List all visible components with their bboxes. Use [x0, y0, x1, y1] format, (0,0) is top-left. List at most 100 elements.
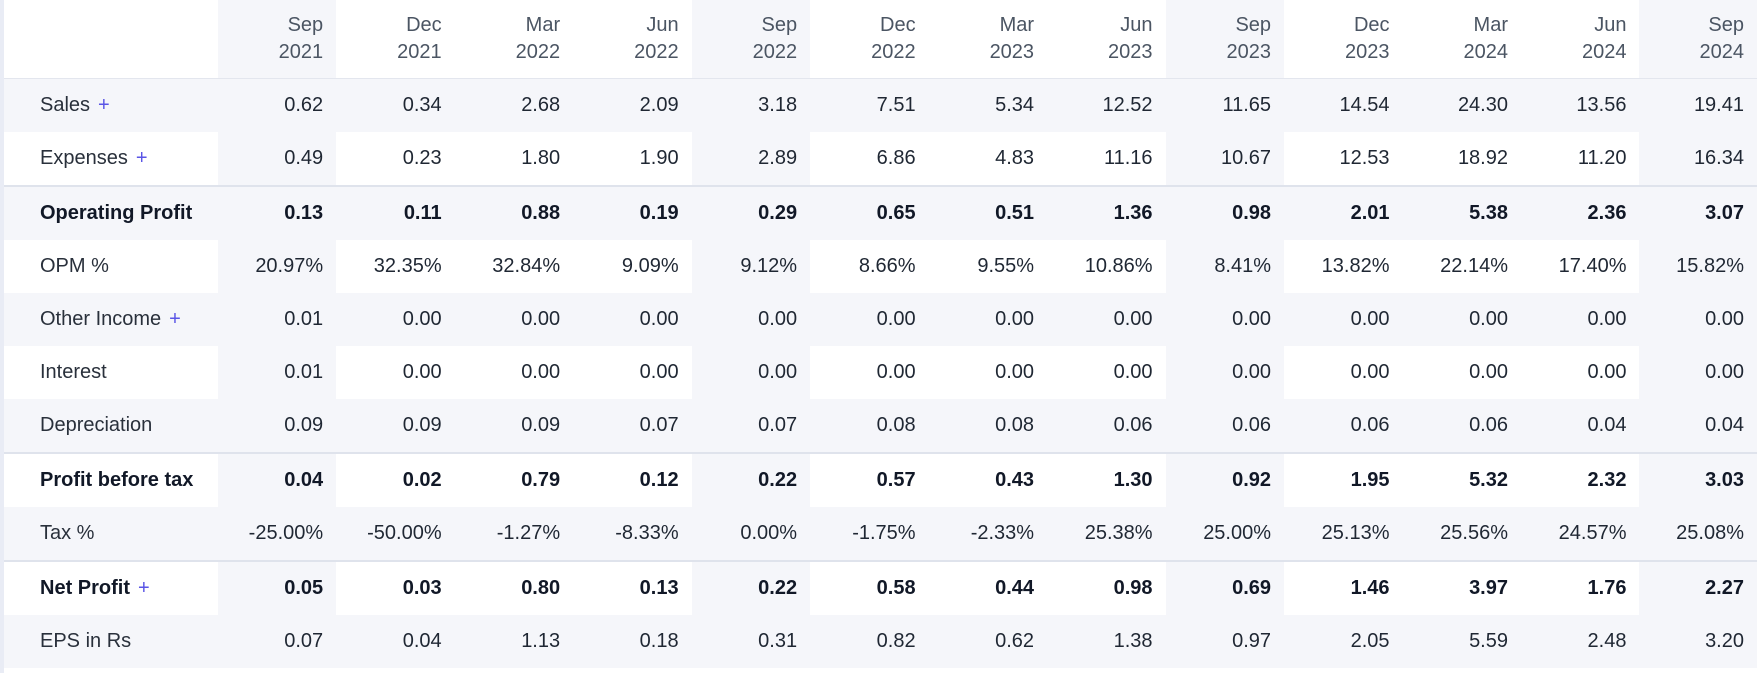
value-cell: 25.13%: [1284, 507, 1403, 561]
value-cell: 5.34: [928, 78, 1048, 132]
value-cell: 11.65: [1165, 78, 1285, 132]
value-cell: 3.18: [691, 78, 811, 132]
expand-plus-icon[interactable]: +: [138, 577, 150, 599]
row-label: EPS in Rs: [40, 630, 132, 652]
value-cell: 1.76: [1521, 560, 1640, 615]
value-cell: 0.69: [1165, 560, 1285, 615]
value-cell: 18.92: [1402, 132, 1521, 186]
value-cell: 0.04: [1639, 399, 1757, 453]
value-cell: 16.34: [1639, 132, 1757, 186]
value-cell: 12.52: [1047, 78, 1166, 132]
value-cell: 0.13: [573, 560, 692, 615]
value-cell: 0.00: [336, 293, 455, 346]
value-cell: 13.56: [1521, 78, 1640, 132]
row-label: OPM %: [40, 255, 109, 277]
value-cell: 0.06: [1402, 399, 1521, 453]
period-header: Dec 2021: [336, 0, 455, 79]
value-cell: 0.00: [1402, 293, 1521, 346]
row-label-cell: Operating Profit: [4, 185, 218, 240]
period-year: 2023: [1108, 41, 1153, 63]
value-cell: 14.54: [1284, 78, 1403, 132]
value-cell: 0.07: [691, 399, 811, 453]
value-cell: 0.00: [1284, 293, 1403, 346]
value-cell: 9.12%: [691, 240, 811, 293]
period-month: Dec: [1353, 14, 1390, 36]
value-cell: 25.00%: [1165, 507, 1285, 561]
period-header: Sep 2022: [691, 0, 811, 79]
expand-plus-icon[interactable]: +: [169, 308, 181, 330]
value-cell: -25.00%: [217, 507, 337, 561]
expand-plus-icon[interactable]: +: [135, 147, 148, 169]
value-cell: 25.08%: [1639, 507, 1757, 561]
value-cell: 0.06: [1047, 399, 1166, 453]
period-header: Sep 2023: [1165, 0, 1285, 79]
value-cell: 0.22: [691, 452, 811, 507]
period-year: 2024: [1463, 41, 1509, 63]
table-row: Expenses +0.49 0.23 1.80 1.90 2.89 6.86 4.83 11.…: [4, 132, 1757, 186]
value-cell: 0.00: [573, 346, 692, 399]
value-cell: 1.13: [454, 615, 574, 668]
value-cell: 0.00: [573, 293, 692, 346]
value-cell: 5.59: [1402, 615, 1521, 668]
period-month: Sep: [287, 14, 324, 36]
row-label-cell[interactable]: Expenses +: [4, 132, 218, 186]
table-row: OPM % 20.97% 32.35% 32.84% 9.09% 9.12% 8.66% 9.…: [4, 240, 1757, 293]
value-cell: -2.33%: [928, 507, 1048, 561]
value-cell: 25.56%: [1402, 507, 1521, 561]
row-label: Other Income: [40, 308, 162, 330]
value-cell: 7.51: [810, 78, 929, 132]
value-cell: 0.09: [336, 399, 455, 453]
value-cell: 0.09: [454, 399, 574, 453]
value-cell: 2.27: [1639, 560, 1757, 615]
value-cell: 1.46: [1284, 560, 1403, 615]
period-header: Dec 2022: [810, 0, 929, 79]
value-cell: 5.32: [1402, 452, 1521, 507]
value-cell: 32.84%: [454, 240, 574, 293]
period-header: Sep 2021: [217, 0, 337, 79]
value-cell: 0.00: [928, 293, 1048, 346]
value-cell: 0.11: [336, 185, 455, 240]
row-label-cell: Tax %: [4, 507, 218, 561]
value-cell: 0.62: [217, 78, 337, 132]
row-label-cell[interactable]: Other Income +: [4, 293, 218, 346]
value-cell: 0.00: [454, 346, 574, 399]
value-cell: 2.05: [1284, 615, 1403, 668]
period-header-row: Sep 2021 Dec 2021 Mar 2022 Jun 2022 Sep 2022 Dec 20…: [4, 0, 1757, 79]
period-month: Sep: [1708, 14, 1744, 36]
value-cell: 0.22: [691, 560, 811, 615]
value-cell: 0.65: [810, 185, 929, 240]
value-cell: 0.18: [573, 615, 692, 668]
table-row: Other Income +0.01 0.00 0.00 0.00 0.00 0.00 0.0…: [4, 293, 1757, 346]
value-cell: 0.44: [928, 560, 1048, 615]
value-cell: 11.20: [1521, 132, 1640, 186]
value-cell: 2.68: [454, 78, 574, 132]
value-cell: 0.88: [454, 185, 574, 240]
value-cell: 3.07: [1639, 185, 1757, 240]
value-cell: 25.38%: [1047, 507, 1166, 561]
expand-plus-icon[interactable]: +: [98, 94, 110, 116]
period-year: 2023: [989, 41, 1035, 63]
period-year: 2021: [278, 41, 324, 63]
value-cell: 0.92: [1165, 452, 1285, 507]
period-header: Jun 2023: [1047, 0, 1166, 79]
row-label-cell: OPM %: [4, 240, 218, 293]
table-row: Operating Profit 0.13 0.11 0.88 0.19 0.29 0.65…: [4, 185, 1757, 240]
row-label-cell[interactable]: Sales +: [4, 78, 218, 132]
row-label-cell: EPS in Rs: [4, 615, 218, 668]
period-header: Mar 2023: [928, 0, 1048, 79]
value-cell: 0.07: [573, 399, 692, 453]
value-cell: 0.80: [454, 560, 574, 615]
value-cell: 0.07: [217, 615, 337, 668]
value-cell: 0.06: [1165, 399, 1285, 453]
value-cell: 0.08: [810, 399, 929, 453]
period-header: Mar 2024: [1402, 0, 1521, 79]
row-label-cell[interactable]: Net Profit +: [4, 560, 218, 615]
value-cell: 3.20: [1639, 615, 1757, 668]
period-year: 2024: [1581, 41, 1627, 63]
value-cell: 8.66%: [810, 240, 929, 293]
table-row: Interest 0.01 0.00 0.00 0.00 0.00 0.00 0.00 0.00…: [4, 346, 1757, 399]
row-label: Profit before tax: [40, 469, 194, 491]
value-cell: 2.48: [1521, 615, 1640, 668]
value-cell: 0.00: [1165, 293, 1285, 346]
row-label: Sales: [40, 94, 91, 116]
